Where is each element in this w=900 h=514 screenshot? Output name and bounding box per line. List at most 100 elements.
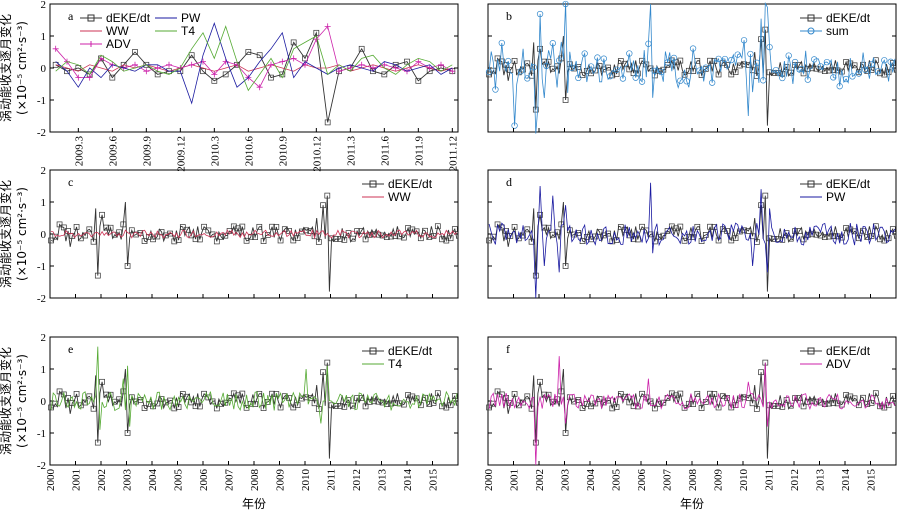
point-sum xyxy=(766,43,773,51)
point-ADV xyxy=(75,74,82,81)
y-axis-unit: (×10⁻⁵ cm²·s⁻³) xyxy=(15,354,29,448)
point-dEKE xyxy=(885,69,892,76)
point-ADV xyxy=(166,61,172,68)
point-dEKE xyxy=(834,400,841,407)
x-tick-label: 2007 xyxy=(224,469,236,492)
legend-marker xyxy=(807,347,815,355)
point-dEKE xyxy=(877,70,883,77)
point-dEKE xyxy=(434,223,441,230)
point-dEKE xyxy=(358,45,365,52)
point-dEKE xyxy=(677,223,684,230)
x-tick-label: 2001 xyxy=(509,469,521,491)
y-tick-label: 1 xyxy=(41,31,47,43)
point-sum xyxy=(836,83,843,90)
point-dEKE xyxy=(362,403,369,410)
x-tick-label: 2010.6 xyxy=(243,135,255,166)
panel-label: e xyxy=(68,342,73,356)
legend-label: dEKE/dt xyxy=(826,11,871,25)
point-dEKE xyxy=(116,396,122,403)
point-sum xyxy=(811,56,818,63)
legend-label: dEKE/dt xyxy=(388,177,433,191)
point-dEKE xyxy=(218,233,224,240)
y-tick-label: -1 xyxy=(37,95,46,107)
point-dEKE xyxy=(749,400,756,407)
point-sum xyxy=(779,74,786,82)
point-dEKE xyxy=(341,236,348,243)
y-tick-label: 0 xyxy=(41,229,47,241)
point-dEKE xyxy=(511,224,518,230)
panel-a: 2 1 0 -1 -2 2009.3 2009.6 2009.9 2009.12 2010.3 20… xyxy=(37,0,460,172)
x-tick-label: 2006 xyxy=(636,469,648,492)
point-dEKE xyxy=(264,232,271,238)
point-ADV xyxy=(290,55,297,62)
point-dEKE xyxy=(311,400,318,407)
legend-label: WW xyxy=(106,24,129,38)
y-tick-label: 2 xyxy=(41,332,47,344)
point-dEKE xyxy=(741,61,747,68)
point-dEKE xyxy=(273,224,280,230)
point-ADV xyxy=(279,58,286,65)
x-tick-label: 2009.6 xyxy=(107,136,119,167)
point-dEKE xyxy=(162,232,169,239)
point-dEKE xyxy=(813,398,820,405)
point-dEKE xyxy=(847,393,854,400)
point-dEKE xyxy=(830,67,837,73)
point-dEKE xyxy=(358,228,365,234)
point-dEKE xyxy=(175,404,182,410)
point-dEKE xyxy=(230,223,237,230)
point-dEKE xyxy=(90,238,97,245)
y-tick-label: -2 xyxy=(37,293,46,305)
point-sum xyxy=(619,75,627,82)
point-dEKE xyxy=(247,233,254,240)
point-dEKE xyxy=(872,390,879,397)
point-dEKE xyxy=(230,390,237,397)
x-tick-label: 2009.3 xyxy=(73,136,85,167)
point-sum xyxy=(594,54,601,61)
point-dEKE xyxy=(239,223,246,230)
point-dEKE xyxy=(809,65,815,72)
point-sum xyxy=(530,64,537,71)
point-ADV xyxy=(222,58,229,65)
x-tick-label: 2008 xyxy=(687,469,699,492)
series-line-T4 xyxy=(55,25,453,92)
x-tick-label: 2011.6 xyxy=(379,136,391,166)
point-dEKE xyxy=(256,52,263,59)
point-dEKE xyxy=(758,36,764,43)
point-dEKE xyxy=(817,399,824,406)
point-dEKE xyxy=(698,238,705,244)
panel-label: a xyxy=(68,9,74,23)
point-ADV xyxy=(256,84,263,91)
x-tick-label: 2005 xyxy=(173,469,185,492)
point-dEKE xyxy=(392,233,399,239)
x-tick-label: 2011.3 xyxy=(345,136,357,166)
point-dEKE xyxy=(64,68,70,75)
point-sum xyxy=(868,60,875,68)
y-tick-label: 0 xyxy=(41,63,47,75)
point-dEKE xyxy=(838,68,845,75)
point-dEKE xyxy=(371,398,377,405)
point-dEKE xyxy=(694,223,701,230)
point-dEKE xyxy=(60,391,67,398)
series-line-sum xyxy=(488,1,896,134)
point-dEKE xyxy=(328,402,335,409)
point-dEKE xyxy=(562,97,569,103)
point-dEKE xyxy=(804,398,811,405)
point-dEKE xyxy=(320,369,326,376)
point-sum xyxy=(632,74,639,81)
point-sum xyxy=(536,10,544,18)
point-sum xyxy=(798,65,805,73)
point-sum xyxy=(664,59,671,66)
point-dEKE xyxy=(592,67,599,74)
x-tick-label: 2010.12 xyxy=(311,136,323,172)
point-ADV xyxy=(324,23,331,30)
point-sum xyxy=(721,55,729,63)
point-dEKE xyxy=(524,226,531,233)
point-dEKE xyxy=(388,233,394,240)
legend-label: WW xyxy=(388,190,411,204)
point-sum xyxy=(817,63,824,70)
point-dEKE xyxy=(120,388,127,395)
point-dEKE xyxy=(158,396,165,402)
